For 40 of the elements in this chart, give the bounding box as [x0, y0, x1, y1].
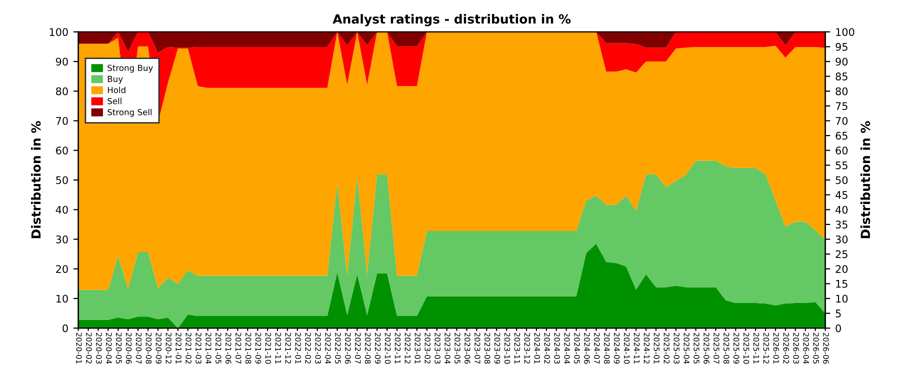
legend-label: Sell — [108, 98, 122, 104]
y2-tick-label: 25 — [836, 250, 848, 258]
y-tick-label: 60 — [56, 146, 68, 154]
y2-tick-label: 80 — [836, 87, 848, 96]
y2-tick-label: 20 — [836, 265, 848, 273]
y2-tick-label: 0 — [836, 324, 841, 332]
y-tick-label: 30 — [56, 235, 68, 244]
y-tick-label: 90 — [56, 58, 68, 66]
y2-tick-label: 40 — [836, 206, 848, 214]
y-tick-label: 50 — [56, 176, 68, 184]
y-tick-label: 100 — [50, 28, 68, 36]
legend-label: Strong Sell — [108, 108, 152, 117]
y2-tick-label: 65 — [836, 132, 848, 140]
y2-tick-label: 55 — [836, 162, 848, 170]
y2-tick-label: 30 — [836, 235, 848, 244]
y2-tick-label: 95 — [836, 42, 848, 51]
y2-tick-label: 10 — [836, 294, 848, 303]
y-tick-label: 80 — [56, 87, 68, 96]
y2-tick-label: 60 — [836, 146, 848, 154]
y-tick-label: 10 — [56, 294, 68, 303]
y2-tick-label: 100 — [836, 28, 854, 36]
legend-label: Buy — [108, 76, 123, 84]
y-tick-label: 0 — [62, 324, 68, 332]
y-tick-label: 40 — [56, 206, 68, 214]
y2-tick-label: 90 — [836, 58, 848, 66]
legend-label: Strong Buy — [108, 64, 153, 73]
y2-tick-label: 85 — [836, 72, 848, 80]
y-tick-label: 70 — [56, 116, 68, 125]
legend-label: Hold — [108, 86, 126, 94]
y2-tick-label: 15 — [836, 280, 848, 288]
y2-tick-label: 50 — [836, 176, 848, 184]
y2-tick-label: 45 — [836, 191, 848, 199]
y-tick-label: 20 — [56, 265, 68, 273]
y2-tick-label: 70 — [836, 116, 848, 125]
y2-tick-label: 5 — [836, 310, 841, 318]
chart-title: Analyst ratings - distribution in % — [332, 14, 571, 26]
y2-tick-label: 75 — [836, 102, 848, 110]
y2-tick-label: 35 — [836, 220, 848, 229]
y-axis-title: Distribution in % — [31, 121, 41, 238]
y2-axis-title: Distribution in % — [860, 121, 870, 238]
